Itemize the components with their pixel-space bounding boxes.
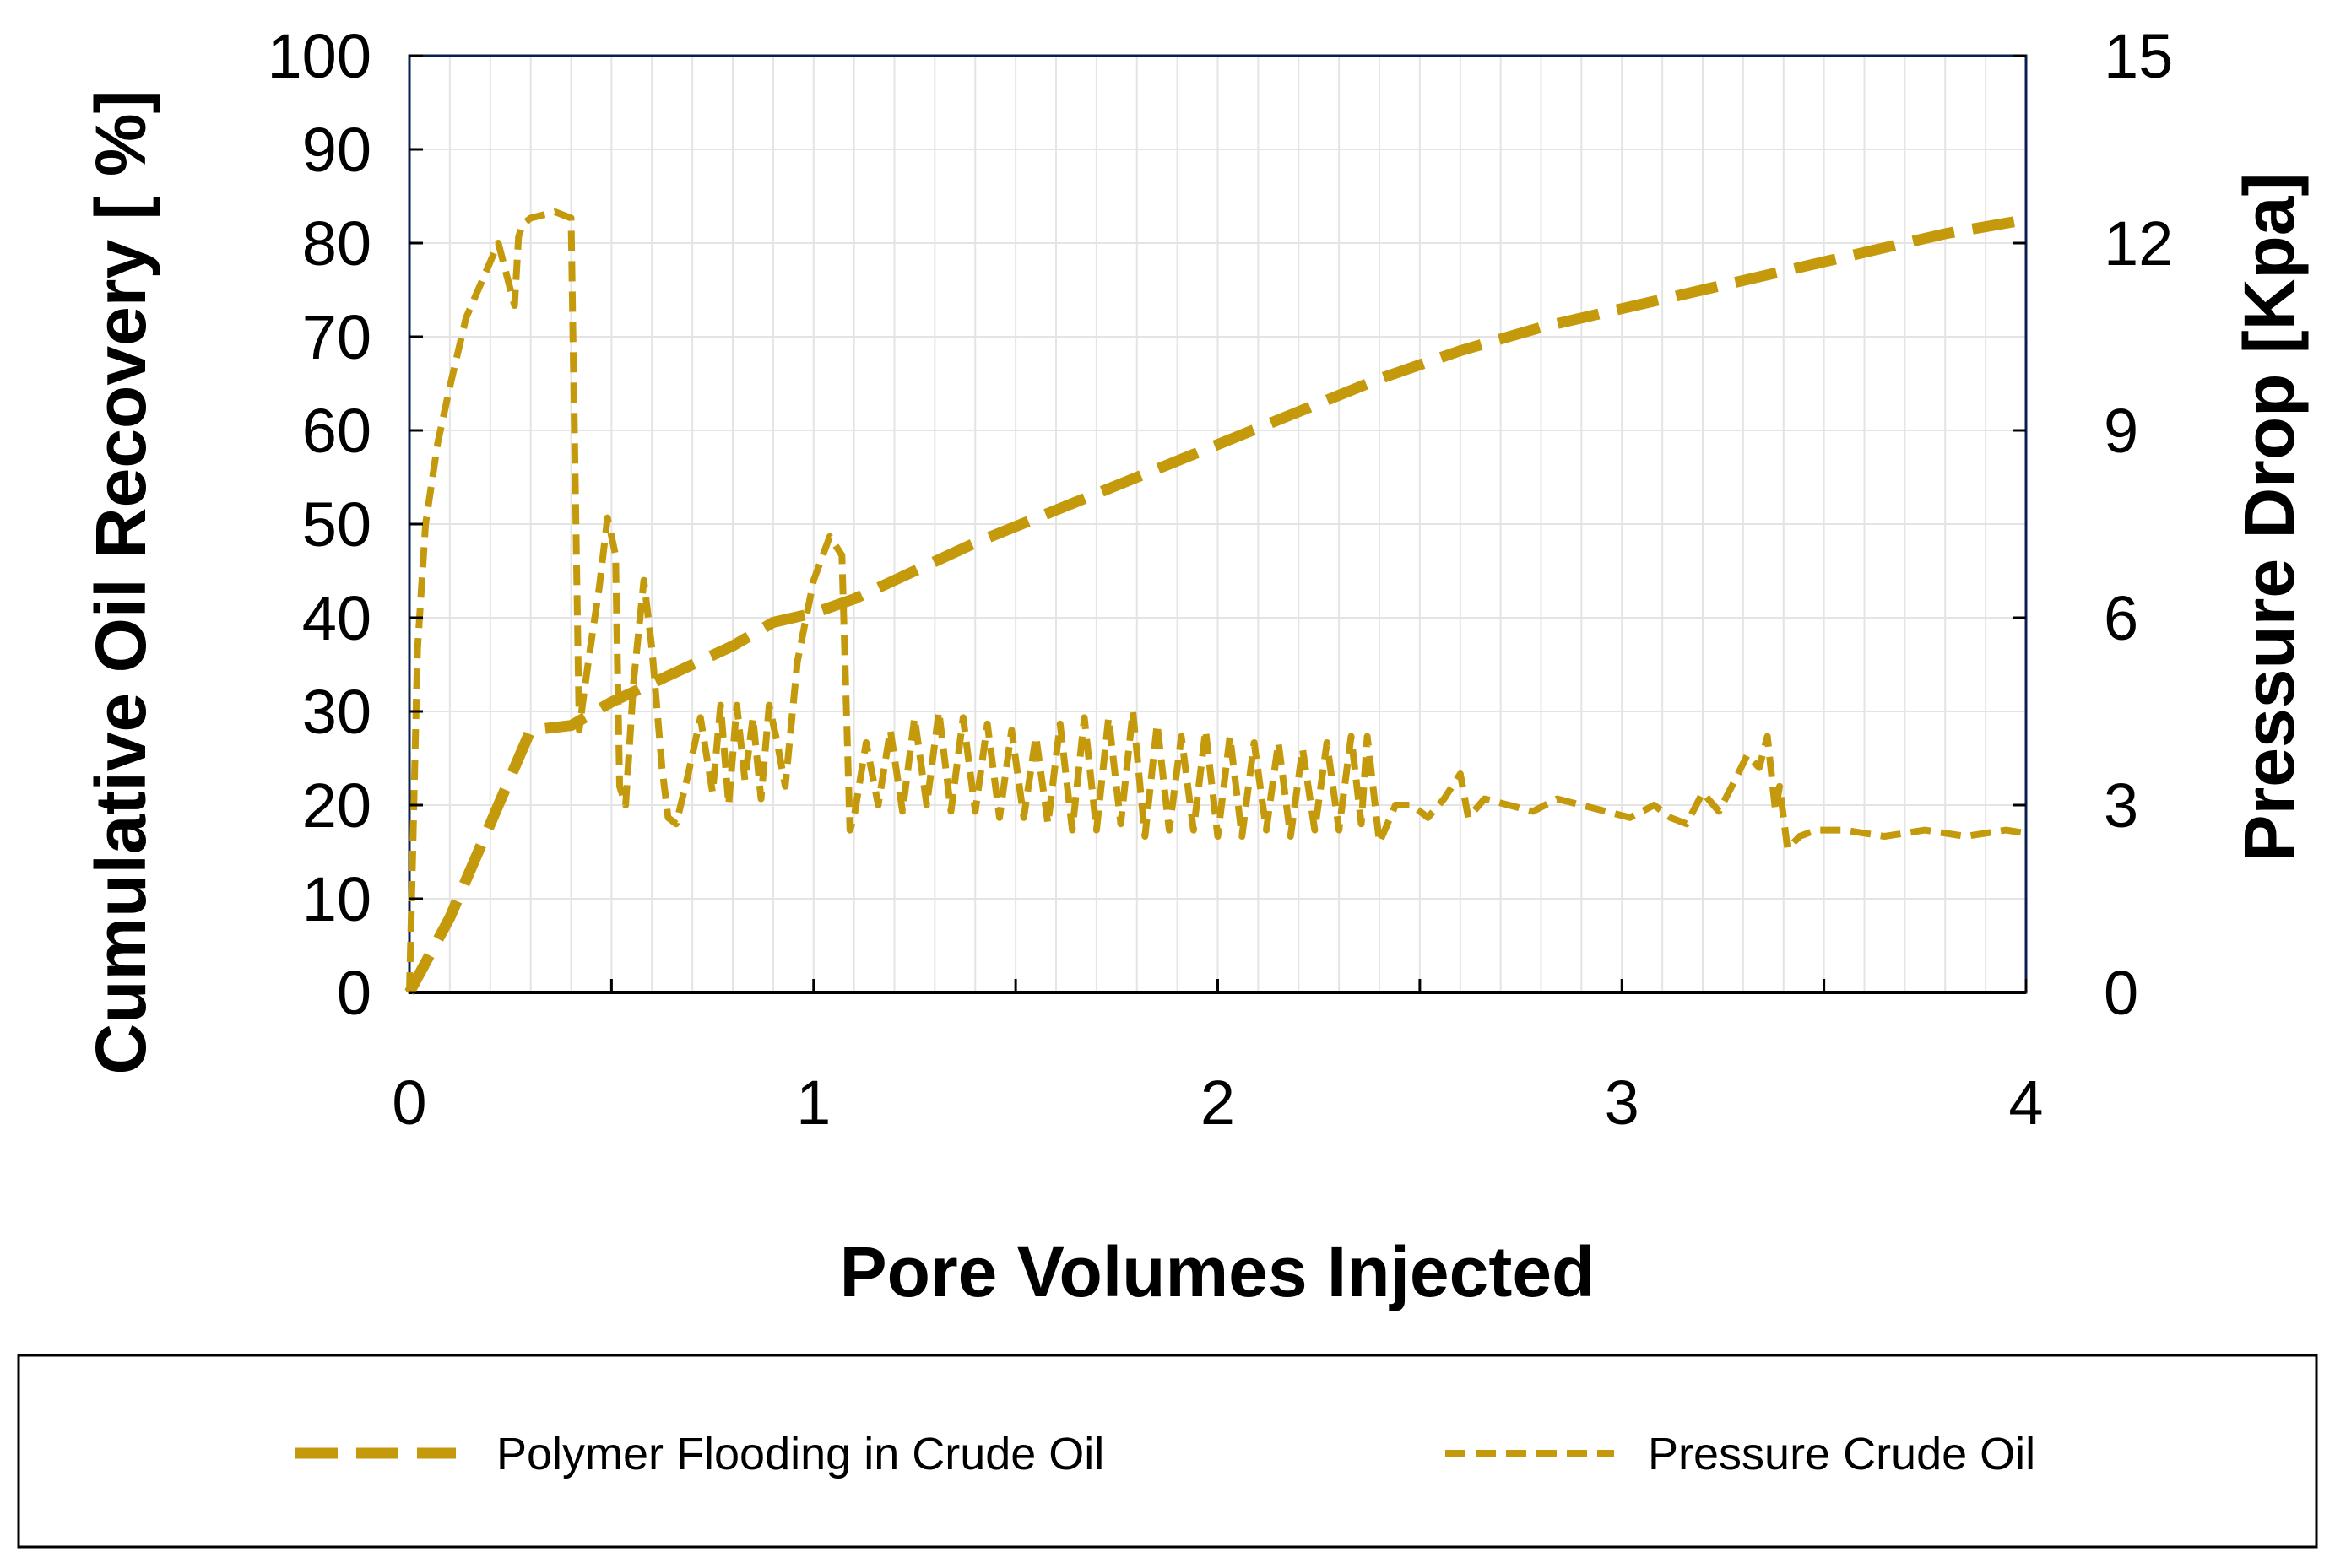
grid <box>409 55 2027 993</box>
y-axis-title-left: Cumulative Oil Recovery [ %] <box>81 89 160 1074</box>
y-tick-label-right: 9 <box>2104 396 2138 466</box>
y-tick-label-left: 10 <box>302 864 371 934</box>
legend-label-pressure: Pressure Crude Oil <box>1648 1429 2035 1479</box>
y-axis-title-right: Pressure Drop [Kpa] <box>2229 173 2309 862</box>
y-tick-label-left: 0 <box>337 958 371 1028</box>
y-tick-label-left: 70 <box>302 302 371 372</box>
y-tick-label-left: 50 <box>302 489 371 560</box>
y-tick-label-left: 40 <box>302 583 371 653</box>
legend: Polymer Flooding in Crude Oil Pressure C… <box>17 1354 2318 1549</box>
series-line-0 <box>404 214 2028 996</box>
y-tick-label-left: 80 <box>302 208 371 278</box>
series-line-1 <box>406 208 2027 993</box>
x-tick-label: 2 <box>1200 1068 1235 1138</box>
y-tick-label-left: 30 <box>302 677 371 747</box>
legend-label-polymer-flooding: Polymer Flooding in Crude Oil <box>496 1429 1104 1479</box>
y-tick-label-right: 15 <box>2104 21 2173 91</box>
x-tick-label: 1 <box>796 1068 831 1138</box>
x-tick-label: 3 <box>1605 1068 1639 1138</box>
x-tick-label: 0 <box>392 1068 426 1138</box>
y-tick-label-left: 100 <box>268 21 371 91</box>
y-tick-label-right: 6 <box>2104 583 2138 653</box>
y-tick-label-left: 90 <box>302 115 371 185</box>
x-axis-title: Pore Volumes Injected <box>840 1232 1595 1311</box>
series-layer <box>404 208 2028 996</box>
y-tick-label-right: 12 <box>2104 208 2173 278</box>
y-tick-label-left: 20 <box>302 770 371 841</box>
legend-box <box>17 1354 2318 1549</box>
x-tick-label: 4 <box>2008 1068 2043 1138</box>
y-tick-label-right: 3 <box>2104 770 2138 841</box>
y-tick-label-left: 60 <box>302 396 371 466</box>
y-tick-label-right: 0 <box>2104 958 2138 1028</box>
